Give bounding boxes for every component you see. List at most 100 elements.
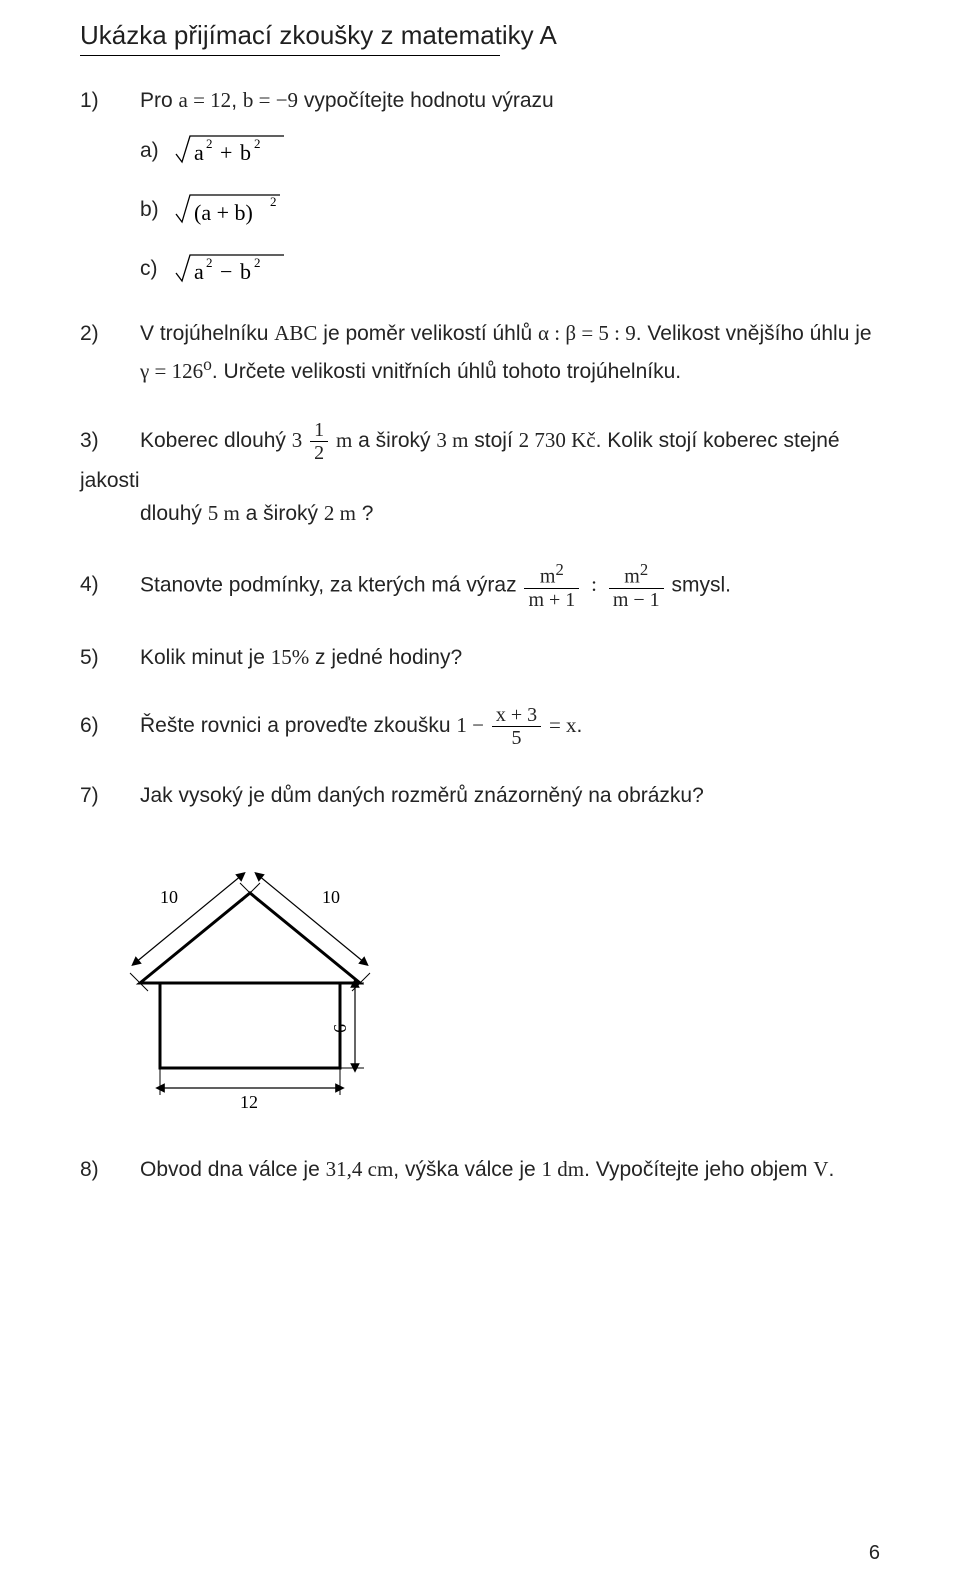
q8-pre: Obvod dna válce je (140, 1158, 326, 1181)
sqrt-a2-minus-b2-icon: a 2 − b 2 (174, 253, 294, 287)
q6-eq: = x (549, 713, 577, 737)
q8-mid: , výška válce je (393, 1158, 541, 1181)
house-diagram: 10 10 6 12 (90, 833, 420, 1113)
q4-d2: m − 1 (609, 588, 664, 611)
q3-unit1: m (336, 428, 352, 452)
sqrt-aplusb-sq-icon: (a + b) 2 (174, 192, 294, 228)
svg-text:b: b (240, 140, 251, 165)
svg-text:2: 2 (254, 136, 261, 151)
q4-frac1: m2 m + 1 (522, 561, 581, 611)
q3-frac-num: 1 (310, 419, 328, 441)
q6-frac-den: 5 (492, 726, 541, 749)
question-2: 2)V trojúhelníku ABC je poměr velikostí … (80, 317, 880, 389)
q1-comma: , (231, 89, 243, 112)
svg-text:2: 2 (206, 255, 213, 270)
q3-width1: 3 m (436, 428, 468, 452)
q3-frac-den: 2 (310, 441, 328, 464)
q2-post1: . Velikost vnějšího úhlu je (636, 322, 872, 345)
q3-price: 2 730 Kč (519, 428, 596, 452)
title-underline (80, 55, 500, 56)
q2-gamma: γ = 126 (140, 359, 203, 383)
q6-frac-num: x + 3 (492, 704, 541, 726)
page-title: Ukázka přijímací zkoušky z matematiky A (80, 20, 880, 56)
q6-pre: Řešte rovnici a proveďte zkoušku (140, 714, 456, 737)
q7-text: Jak vysoký je dům daných rozměrů znázorn… (140, 784, 704, 807)
svg-text:−: − (220, 259, 232, 284)
q3-len2: 5 m (208, 501, 240, 525)
q1-pre: Pro (140, 89, 179, 112)
q2-abc: ABC (274, 321, 317, 345)
q3-pre: Koberec dlouhý (140, 429, 292, 452)
q2-mid: je poměr velikostí úhlů (317, 322, 538, 345)
q4-post: smysl. (672, 573, 732, 596)
question-4: 4)Stanovte podmínky, za kterých má výraz… (80, 561, 880, 611)
q4-colon: : (587, 572, 601, 596)
q7-num: 7) (80, 779, 140, 813)
q8-num: 8) (80, 1153, 140, 1187)
q4-frac2: m2 m − 1 (607, 561, 666, 611)
q8-V: V (813, 1157, 828, 1181)
question-6: 6)Řešte rovnici a proveďte zkoušku 1 − x… (80, 704, 880, 749)
question-8: 8)Obvod dna válce je 31,4 cm, výška válc… (80, 1153, 880, 1187)
q3-num: 3) (80, 424, 140, 458)
q2-gamma-sup: o (203, 354, 212, 374)
q1-c: c) a 2 − b 2 (140, 252, 880, 286)
q1-b-eq: b = −9 (243, 88, 298, 112)
q3-mid1: a široký (352, 429, 436, 452)
q3-width2: 2 m (324, 501, 356, 525)
q6-frac: x + 3 5 (490, 704, 543, 749)
svg-text:b: b (240, 259, 251, 284)
page-number: 6 (869, 1542, 880, 1565)
q8-height: 1 dm (542, 1157, 585, 1181)
question-3: 3)Koberec dlouhý 3 1 2 m a široký 3 m st… (80, 419, 880, 531)
q4-n1: m2 (524, 561, 579, 588)
svg-text:2: 2 (206, 136, 213, 151)
q1-a-label: a) (140, 134, 168, 168)
q4-d1: m + 1 (524, 588, 579, 611)
q8-mid2: . Vypočítejte jeho objem (584, 1158, 813, 1181)
q2-pre: V trojúhelníku (140, 322, 274, 345)
q2-ratio: α : β = 5 : 9 (538, 321, 636, 345)
q6-post: . (577, 714, 583, 737)
q6-num: 6) (80, 709, 140, 743)
sqrt-a2-plus-b2-icon: a 2 + b 2 (174, 134, 294, 168)
svg-text:a: a (194, 259, 204, 284)
svg-text:a: a (194, 140, 204, 165)
q1-a: a) a 2 + b 2 (140, 134, 880, 168)
q5-num: 5) (80, 641, 140, 675)
question-7: 7)Jak vysoký je dům daných rozměrů znázo… (80, 779, 880, 1123)
svg-text:(a + b): (a + b) (194, 200, 253, 225)
question-5: 5)Kolik minut je 15% z jedné hodiny? (80, 641, 880, 675)
q3-line2-end: ? (356, 502, 374, 525)
q4-pre: Stanovte podmínky, za kterých má výraz (140, 573, 522, 596)
q1-b-label: b) (140, 193, 168, 227)
q1-b: b) (a + b) 2 (140, 192, 880, 228)
q3-line2-mid: a široký (240, 502, 324, 525)
q1-c-label: c) (140, 252, 168, 286)
q5-pre: Kolik minut je (140, 646, 271, 669)
question-1: 1)Pro a = 12, b = −9 vypočítejte hodnotu… (80, 84, 880, 287)
q3-int: 3 (292, 428, 303, 452)
q1-post: vypočítejte hodnotu výrazu (298, 89, 554, 112)
q3-line2-pre: dlouhý (140, 502, 208, 525)
q3-mid2: stojí (468, 429, 518, 452)
q4-num: 4) (80, 568, 140, 602)
roof-right-label: 10 (322, 887, 340, 907)
q2-post2: . Určete velikosti vnitřních úhlů tohoto… (212, 360, 681, 383)
base-w-label: 12 (240, 1092, 258, 1112)
q8-end: . (828, 1158, 834, 1181)
q1-num: 1) (80, 84, 140, 118)
roof-left-label: 10 (160, 887, 178, 907)
q3-frac: 1 2 (308, 419, 330, 464)
svg-text:2: 2 (270, 194, 277, 209)
q1-a-eq: a = 12 (179, 88, 232, 112)
svg-text:+: + (220, 140, 232, 165)
title-text: Ukázka přijímací zkoušky z matematiky A (80, 20, 557, 50)
q8-circ: 31,4 cm (326, 1157, 394, 1181)
q5-percent: 15% (271, 645, 310, 669)
svg-text:2: 2 (254, 255, 261, 270)
q4-n2: m2 (609, 561, 664, 588)
wall-h-label: 6 (330, 1024, 350, 1033)
q5-post: z jedné hodiny? (309, 646, 462, 669)
q2-num: 2) (80, 317, 140, 351)
